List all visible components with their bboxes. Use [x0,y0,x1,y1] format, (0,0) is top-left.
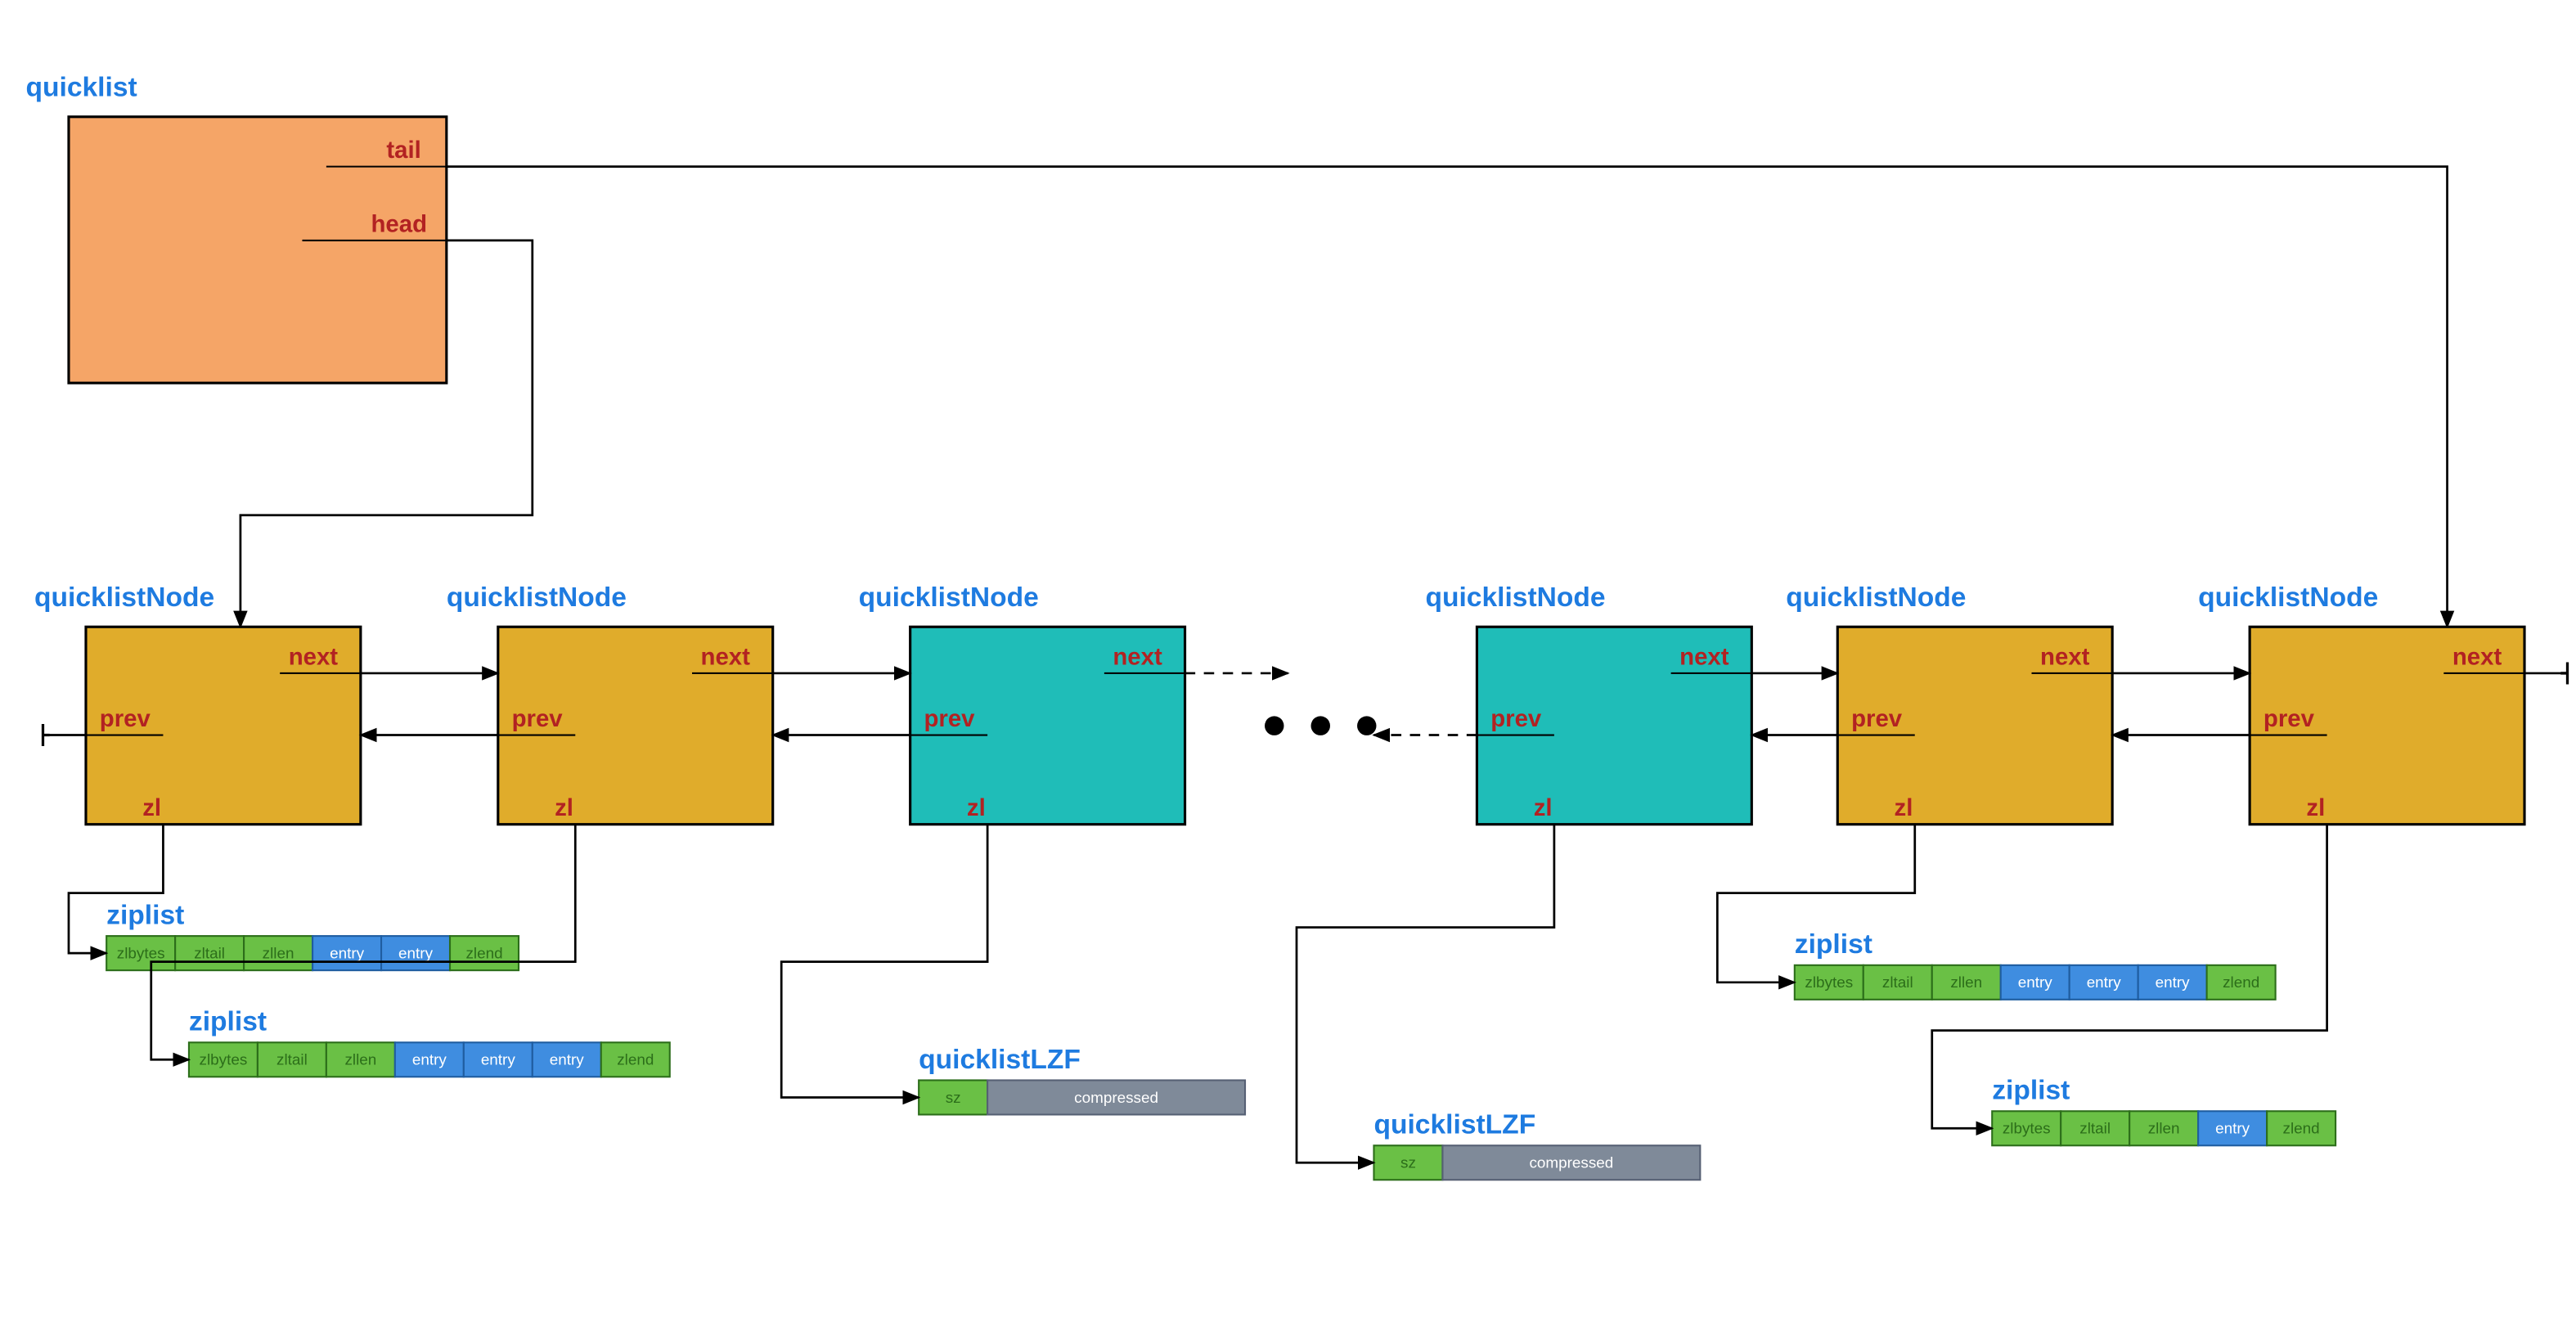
field-zl: zl [142,794,161,821]
field-tail: tail [386,137,420,164]
diagram-svg: quicklist tail head quicklistNode next prev zl… [0,0,2576,1322]
cell-label: entry [2087,974,2122,991]
node-title: quicklistNode [1786,582,1966,613]
cell-label: zllen [263,945,294,962]
cell-label: zlbytes [117,945,165,962]
cell-label: zlbytes [2003,1121,2051,1138]
cell-label: entry [481,1052,516,1069]
field-head: head [371,210,427,237]
quicklist-title: quicklist [25,73,137,103]
cell-label: compressed [1074,1090,1158,1107]
field-prev: prev [1490,705,1542,732]
cell-label: zltail [1882,974,1913,991]
cell-label: sz [1400,1155,1416,1172]
cell-label: entry [330,945,365,962]
zl-target-title: quicklistLZF [1373,1110,1535,1140]
cell-label: entry [550,1052,585,1069]
field-next: next [1679,643,1729,670]
node-title: quicklistNode [2198,582,2378,613]
field-zl: zl [1895,794,1913,821]
node-title: quicklistNode [34,582,214,613]
node-title: quicklistNode [1425,582,1605,613]
cell-label: sz [946,1090,961,1107]
field-next: next [289,643,339,670]
cell-label: zlend [2283,1121,2320,1138]
field-zl: zl [967,794,986,821]
cell-label: entry [412,1052,447,1069]
cell-label: zltail [276,1052,308,1069]
field-prev: prev [512,705,564,732]
cell-label: zlbytes [1805,974,1853,991]
node-title: quicklistNode [859,582,1039,613]
zl-target-title: ziplist [1795,929,1872,960]
zl-target-title: quicklistLZF [919,1045,1081,1075]
cell-label: entry [2018,974,2053,991]
cell-label: zlend [617,1052,654,1069]
cell-label: zltail [2079,1121,2111,1138]
field-next: next [1113,643,1162,670]
field-next: next [701,643,751,670]
field-prev: prev [2264,705,2315,732]
field-next: next [2452,643,2502,670]
cell-label: entry [2215,1121,2250,1138]
cell-label: compressed [1529,1155,1613,1172]
cell-label: zlbytes [200,1052,248,1069]
node-title: quicklistNode [447,582,627,613]
field-next: next [2040,643,2090,670]
cell-label: entry [398,945,434,962]
cell-label: zlend [2223,974,2259,991]
ellipsis: ● ● ● [1261,699,1383,749]
field-zl: zl [1534,794,1553,821]
field-zl: zl [555,794,573,821]
field-zl: zl [2306,794,2325,821]
cell-label: zllen [1950,974,1982,991]
cell-label: zllen [344,1052,376,1069]
zl-target-title: ziplist [1992,1076,2070,1106]
zl-target-title: ziplist [189,1007,267,1037]
cell-label: entry [2156,974,2191,991]
diagram-root: quicklist tail head quicklistNode next prev zl… [0,0,2576,1322]
field-prev: prev [100,705,151,732]
field-prev: prev [924,705,975,732]
field-prev: prev [1851,705,1903,732]
zl-target-title: ziplist [106,900,184,930]
cell-label: zltail [194,945,225,962]
cell-label: zllen [2148,1121,2180,1138]
cell-label: zlend [465,945,502,962]
